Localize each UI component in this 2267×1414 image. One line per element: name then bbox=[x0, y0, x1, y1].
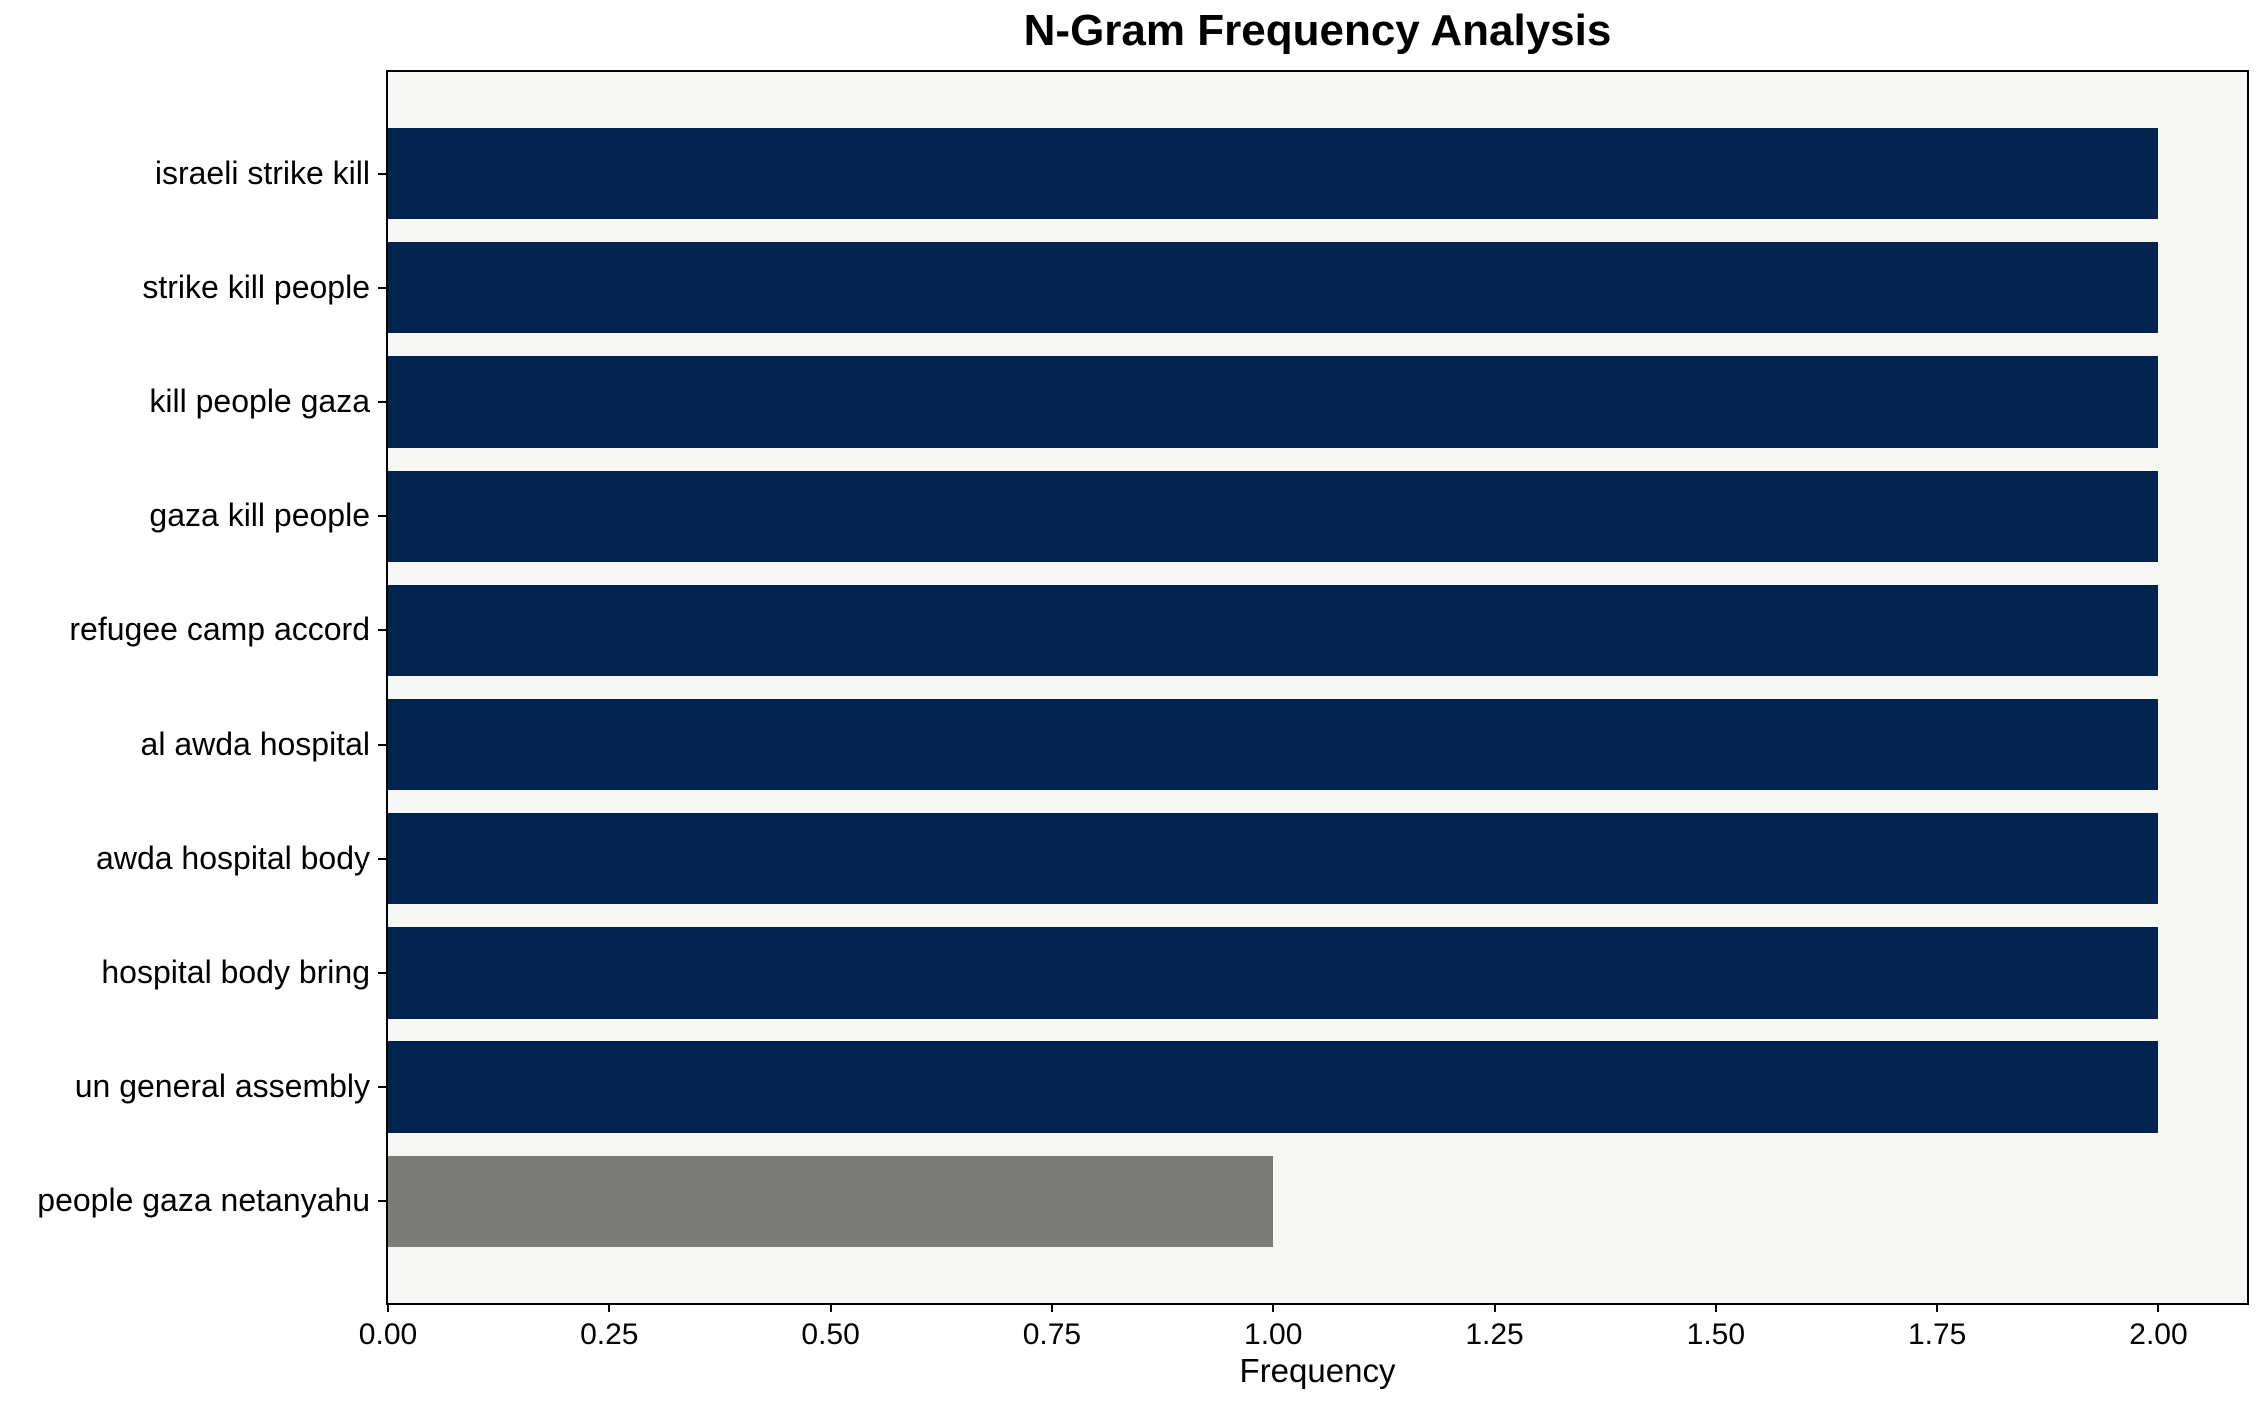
bars-layer bbox=[388, 72, 2247, 1303]
bar bbox=[388, 1041, 2159, 1133]
y-tick-mark bbox=[378, 743, 387, 746]
y-tick-mark bbox=[378, 857, 387, 860]
x-tick-label: 1.25 bbox=[1465, 1318, 1524, 1351]
x-tick-mark bbox=[829, 1303, 832, 1312]
x-tick-label: 0.50 bbox=[801, 1318, 860, 1351]
x-tick-label: 1.50 bbox=[1686, 1318, 1746, 1351]
y-tick-mark bbox=[378, 172, 387, 175]
x-axis-label: Frequency bbox=[1239, 1352, 1396, 1389]
y-tick-mark bbox=[378, 971, 387, 974]
y-tick-mark bbox=[378, 1086, 387, 1089]
x-tick-mark bbox=[387, 1303, 389, 1312]
bar bbox=[388, 584, 2159, 677]
x-tick-mark bbox=[608, 1303, 611, 1312]
bar bbox=[388, 927, 2159, 1019]
bar bbox=[388, 242, 2159, 334]
bar bbox=[388, 470, 2159, 562]
x-tick-mark bbox=[1493, 1303, 1496, 1312]
x-tick-mark bbox=[2157, 1303, 2160, 1312]
y-tick-mark bbox=[378, 286, 387, 289]
x-tick-mark bbox=[1936, 1303, 1939, 1312]
x-tick-label: 0.00 bbox=[358, 1318, 418, 1351]
bar bbox=[388, 1155, 1274, 1248]
x-tick-mark bbox=[1272, 1303, 1275, 1312]
x-tick-mark bbox=[1714, 1303, 1717, 1312]
bar bbox=[388, 356, 2159, 448]
y-tick-label: gaza kill people bbox=[149, 496, 370, 533]
y-tick-mark bbox=[378, 1200, 387, 1203]
y-tick-mark bbox=[378, 401, 387, 404]
y-tick-label: people gaza netanyahu bbox=[37, 1182, 370, 1219]
plot-area bbox=[386, 70, 2249, 1305]
x-tick-label: 1.00 bbox=[1244, 1318, 1303, 1351]
y-tick-label: israeli strike kill bbox=[154, 154, 370, 191]
y-tick-label: refugee camp accord bbox=[69, 611, 370, 648]
y-tick-mark bbox=[378, 515, 387, 518]
x-tick-label: 1.75 bbox=[1907, 1318, 1967, 1351]
x-tick-label: 2.00 bbox=[2129, 1318, 2188, 1351]
x-tick-label: 0.25 bbox=[580, 1318, 639, 1351]
x-tick-label: 0.75 bbox=[1022, 1318, 1082, 1351]
y-tick-label: strike kill people bbox=[142, 268, 370, 305]
y-tick-label: hospital body bring bbox=[101, 953, 370, 990]
y-tick-label: kill people gaza bbox=[149, 382, 370, 419]
y-tick-label: awda hospital body bbox=[96, 839, 370, 876]
bar bbox=[388, 813, 2159, 905]
bar bbox=[388, 698, 2159, 791]
bar bbox=[388, 127, 2159, 220]
chart-title: N-Gram Frequency Analysis bbox=[1023, 6, 1612, 55]
x-tick-mark bbox=[1050, 1303, 1053, 1312]
y-tick-mark bbox=[378, 629, 387, 632]
y-tick-label: un general assembly bbox=[74, 1067, 370, 1104]
y-tick-label: al awda hospital bbox=[140, 725, 370, 762]
